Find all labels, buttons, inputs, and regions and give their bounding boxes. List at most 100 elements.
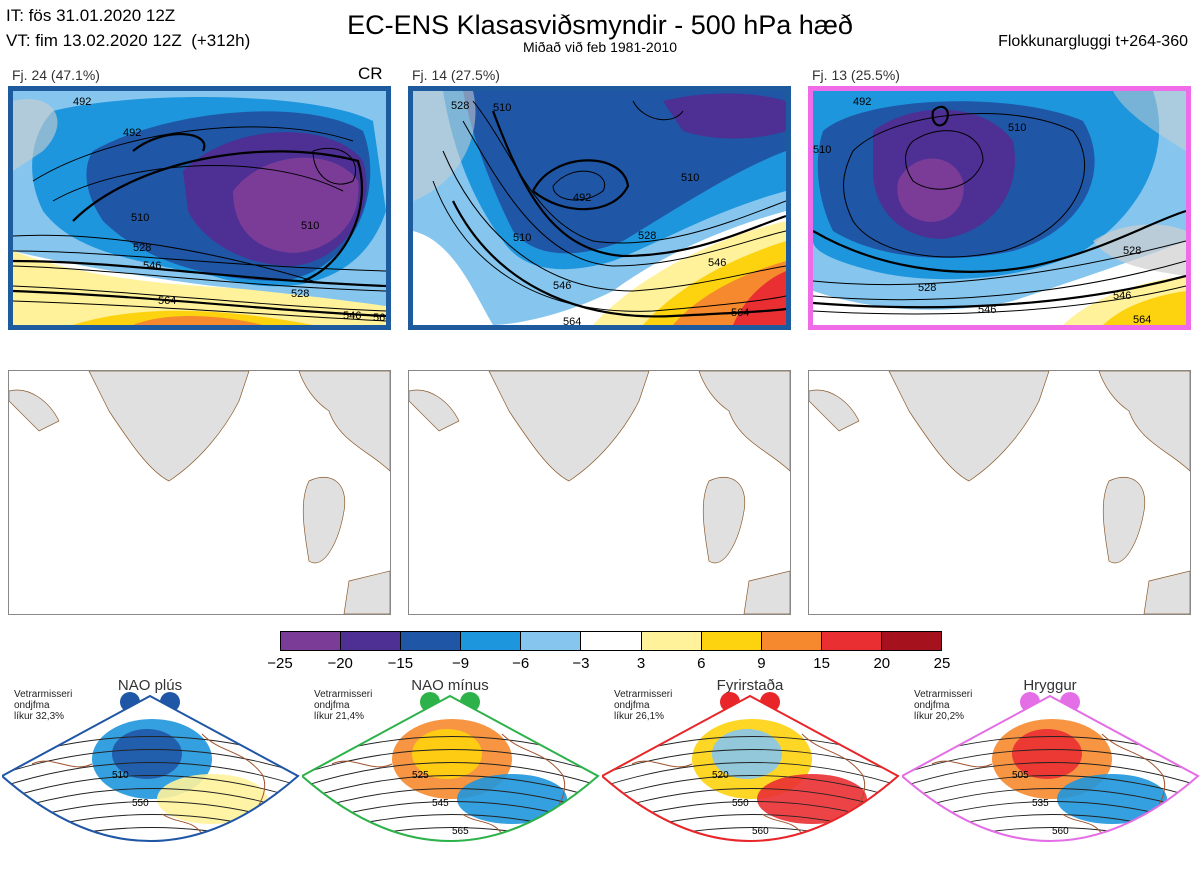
colorbar-segment bbox=[821, 632, 882, 650]
contour-label: 546 bbox=[343, 310, 361, 322]
contour-label: 492 bbox=[123, 127, 141, 139]
anomaly-map-3 bbox=[808, 370, 1191, 615]
contour-label: 546 bbox=[978, 304, 996, 316]
colorbar-tick-label: 3 bbox=[636, 655, 646, 672]
contour-label: 564 bbox=[1133, 314, 1151, 325]
panel-1-label: Fj. 24 (47.1%) bbox=[12, 67, 100, 83]
regime-contour-label: 535 bbox=[1032, 798, 1049, 809]
regime-title: NAO mínus bbox=[411, 677, 489, 694]
regime-probability-note: Vetrarmisseri ondjfma líkur 21,4% bbox=[314, 689, 372, 722]
regime-fan-map: 505 535 560 bbox=[902, 694, 1200, 842]
regime-contour-label: 520 bbox=[712, 770, 729, 781]
regime-contour-label: 510 bbox=[112, 770, 129, 781]
regime-contour-label: 525 bbox=[412, 770, 429, 781]
panel-3-label: Fj. 13 (25.5%) bbox=[812, 67, 900, 83]
colorbar-tick-label: 25 bbox=[933, 655, 951, 672]
anomaly-map-1 bbox=[8, 370, 391, 615]
contour-label: 510 bbox=[1008, 122, 1026, 134]
page-subtitle: Miðað við feb 1981-2010 bbox=[522, 39, 678, 55]
regime-contour-label: 545 bbox=[432, 798, 449, 809]
contour-label: 492 bbox=[853, 96, 871, 108]
regime-note-line: Vetrarmisseri bbox=[614, 689, 673, 700]
init-time-text: IT: fös 31.01.2020 12Z bbox=[6, 6, 176, 25]
panel-2-label: Fj. 14 (27.5%) bbox=[412, 67, 500, 83]
contour-label: 492 bbox=[73, 96, 91, 108]
contour-label: 528 bbox=[291, 288, 309, 300]
regime-fan-map: 510 550 bbox=[2, 694, 300, 842]
colorbar-segment bbox=[401, 632, 462, 650]
regime-note-line: Vetrarmisseri bbox=[314, 689, 373, 700]
contour-label: 510 bbox=[493, 102, 511, 114]
valid-time-text: VT: fim 13.02.2020 12Z (+312h) bbox=[6, 31, 251, 50]
contour-label: 510 bbox=[301, 220, 319, 232]
contour-label: 546 bbox=[1113, 290, 1131, 302]
colorbar-tick-label: −15 bbox=[387, 655, 414, 672]
colorbar-segment bbox=[281, 632, 342, 650]
contour-label: 492 bbox=[573, 192, 591, 204]
contour-label: 546 bbox=[708, 257, 726, 269]
colorbar bbox=[280, 631, 942, 651]
contour-label: 510 bbox=[131, 212, 149, 224]
contour-label: 510 bbox=[813, 144, 831, 156]
colorbar-segment bbox=[581, 632, 642, 650]
colorbar-tick-label: 15 bbox=[813, 655, 830, 672]
colorbar-tick-label: 9 bbox=[757, 655, 766, 672]
contour-label: 564 bbox=[731, 307, 749, 319]
regime-probability-note: Vetrarmisseri ondjfma líkur 26,1% bbox=[614, 689, 672, 722]
colorbar-tick-label: −25 bbox=[267, 655, 293, 672]
regime-contour-label: 550 bbox=[732, 798, 749, 809]
colorbar-segment bbox=[701, 632, 762, 650]
colorbar-segment bbox=[461, 632, 522, 650]
regime-note-line: ondjfma bbox=[914, 700, 950, 711]
regime-note-line: ondjfma bbox=[14, 700, 50, 711]
regime-note-line: líkur 21,4% bbox=[314, 711, 365, 722]
colorbar-segment bbox=[341, 632, 402, 650]
regime-note-line: ondjfma bbox=[314, 700, 350, 711]
regime-fan-map: 520 550 560 bbox=[602, 694, 900, 842]
colorbar-segment bbox=[641, 632, 702, 650]
contour-label: 528 bbox=[1123, 245, 1141, 257]
regime-note-line: ondjfma bbox=[614, 700, 650, 711]
regime-contour-label: 560 bbox=[1052, 826, 1069, 837]
contour-label: 546 bbox=[553, 280, 571, 292]
contour-label: 546 bbox=[143, 260, 161, 272]
regime-contour-label: 550 bbox=[132, 798, 149, 809]
regime-contour-label: 505 bbox=[1012, 770, 1029, 781]
regime-note-line: líkur 26,1% bbox=[614, 711, 665, 722]
colorbar-segment bbox=[521, 632, 582, 650]
cluster-map-1[interactable]: 492 492 510 510 528 546 564 546 528 564 bbox=[8, 86, 391, 330]
contour-label: 528 bbox=[451, 100, 469, 112]
colorbar-tick-label: −20 bbox=[327, 655, 353, 672]
classification-window-text: Flokkunargluggi t+264-360 bbox=[998, 33, 1188, 50]
regime-contour-label: 565 bbox=[452, 826, 469, 837]
regime-note-line: líkur 32,3% bbox=[14, 711, 65, 722]
panel-1-tag: CR bbox=[358, 64, 383, 83]
regime-probability-note: Vetrarmisseri ondjfma líkur 20,2% bbox=[914, 689, 972, 722]
colorbar-tick-label: −3 bbox=[572, 655, 590, 672]
cluster-map-3[interactable]: 492 510 528 546 564 510 546 528 bbox=[808, 86, 1191, 330]
colorbar-tick-label: −9 bbox=[451, 655, 470, 672]
regime-contour-label: 560 bbox=[752, 826, 769, 837]
regime-title: Hryggur bbox=[1023, 677, 1077, 694]
contour-label: 510 bbox=[681, 172, 699, 184]
colorbar-tick-label: 6 bbox=[697, 655, 706, 672]
page-title: EC-ENS Klasasviðsmyndir - 500 hPa hæð bbox=[347, 10, 853, 40]
colorbar-segment bbox=[761, 632, 822, 650]
regime-title: NAO plús bbox=[117, 677, 183, 694]
colorbar-segment bbox=[881, 632, 942, 650]
regime-title: Fyrirstaða bbox=[716, 677, 784, 694]
contour-label: 528 bbox=[638, 230, 656, 242]
colorbar-tick-label: 20 bbox=[873, 655, 891, 672]
regime-note-line: Vetrarmisseri bbox=[914, 689, 973, 700]
contour-label: 528 bbox=[133, 242, 151, 254]
contour-label: 510 bbox=[513, 232, 531, 244]
cluster-map-2[interactable]: 528 510 492 510 528 546 564 546 564 510 bbox=[408, 86, 791, 330]
regime-note-line: líkur 20,2% bbox=[914, 711, 965, 722]
regime-fan-map: 525 545 565 bbox=[302, 694, 600, 842]
regime-note-line: Vetrarmisseri bbox=[14, 689, 73, 700]
colorbar-tick-label: −6 bbox=[512, 655, 530, 672]
contour-label: 564 bbox=[563, 316, 581, 325]
contour-label: 564 bbox=[373, 312, 386, 324]
contour-label: 564 bbox=[158, 295, 176, 307]
regime-probability-note: Vetrarmisseri ondjfma líkur 32,3% bbox=[14, 689, 72, 722]
